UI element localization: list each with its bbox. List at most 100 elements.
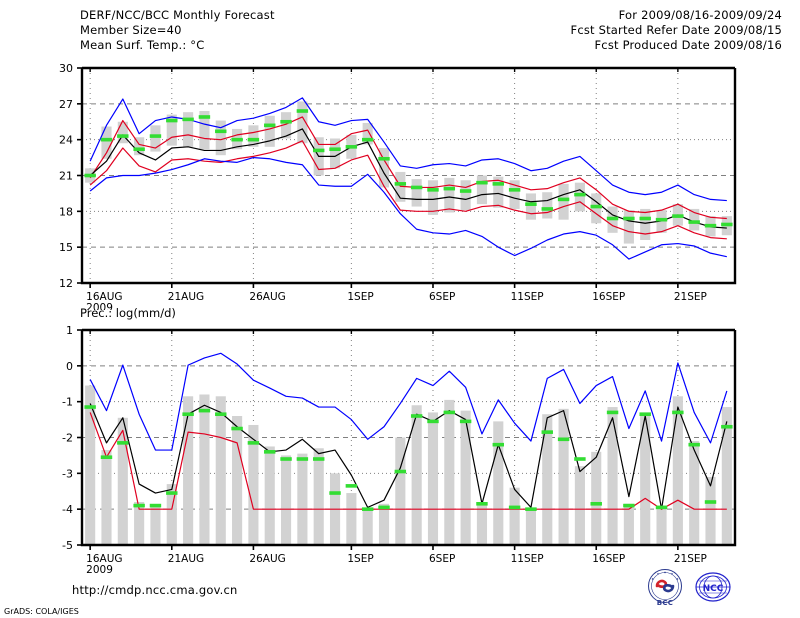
spread-bar — [689, 441, 700, 545]
x-tick-label: 6SEP — [429, 291, 455, 303]
observed-mark — [247, 441, 260, 445]
spread-bar — [166, 114, 177, 146]
spread-bar — [444, 177, 455, 213]
spread-bar — [346, 493, 357, 545]
observed-mark — [149, 503, 162, 508]
spread-bar — [248, 125, 259, 147]
observed-mark — [557, 437, 570, 442]
observed-mark — [166, 118, 178, 123]
y-tick-label: -5 — [62, 539, 73, 552]
observed-mark — [264, 450, 276, 454]
observed-mark — [84, 173, 96, 178]
spread-bar — [476, 502, 488, 545]
observed-mark — [394, 182, 407, 186]
spread-bar — [574, 466, 585, 545]
series-line-upper-quartile — [89, 116, 727, 220]
observed-mark — [459, 189, 472, 193]
observed-mark — [296, 109, 309, 113]
observed-mark — [361, 137, 374, 142]
spread-bar — [264, 115, 275, 147]
y-tick-label: 24 — [59, 134, 73, 147]
precipitation-chart-svg: -5 -4 -3 -2 -1 0 1 16AUG 21AUG 26AUG 1SEP 6SEP 11SEP… — [62, 324, 737, 576]
observed-mark — [280, 119, 292, 124]
forecast-produced-date-label: Fcst Produced Date 2009/08/16 — [594, 38, 782, 52]
observed-mark — [574, 457, 586, 461]
observed-mark — [427, 188, 439, 192]
observed-mark — [459, 419, 472, 424]
observed-mark — [623, 216, 635, 221]
spread-bar — [395, 437, 406, 545]
spread-bar — [476, 175, 488, 205]
y-tick-label: 12 — [59, 277, 73, 290]
spread-bar — [509, 180, 520, 209]
observed-mark — [476, 180, 488, 185]
forecast-start-date-label: Fcst Started Refer Date 2009/08/15 — [570, 23, 782, 37]
x-axis-year-label: 2009 — [86, 564, 113, 576]
y-tick-label: 27 — [59, 98, 73, 111]
observed-mark — [247, 137, 260, 142]
x-tick-label: 26AUG — [249, 291, 285, 303]
spread-bar — [460, 180, 471, 211]
x-tick-label: 21AUG — [168, 291, 204, 303]
observed-mark — [427, 419, 439, 424]
y-tick-label: 30 — [59, 62, 73, 75]
spread-bar — [232, 416, 243, 545]
spread-bar — [134, 137, 145, 156]
observed-mark — [721, 424, 733, 429]
y-tick-label: 0 — [66, 360, 73, 373]
spread-bar — [640, 412, 651, 545]
ncc-logo: NCC — [693, 568, 733, 608]
spread-bar — [460, 410, 471, 545]
observed-mark — [410, 414, 423, 418]
spread-bar — [623, 210, 634, 244]
x-tick-label: 11SEP — [511, 291, 544, 303]
observed-mark — [688, 442, 700, 447]
spread-bar — [640, 208, 651, 240]
spread-bar — [623, 503, 634, 545]
observed-mark — [443, 186, 456, 191]
variable-label: Mean Surf. Temp.: °C — [80, 38, 205, 52]
grads-credit: GrADS: COLA/IGES — [4, 607, 79, 616]
observed-mark — [182, 117, 194, 122]
observed-mark — [198, 115, 211, 119]
x-tick-label: 1SEP — [347, 553, 373, 565]
spread-bar — [150, 507, 161, 545]
observed-mark — [672, 214, 684, 218]
series-line-maximum — [89, 97, 727, 202]
spread-bar — [427, 180, 439, 215]
spread-bar — [215, 396, 226, 545]
spread-bar — [134, 502, 145, 545]
series-line-minimum — [89, 156, 727, 260]
observed-mark — [198, 408, 211, 413]
observed-mark — [704, 500, 717, 504]
x-tick-label: 16SEP — [592, 553, 625, 565]
observed-mark — [525, 507, 537, 511]
series-line-ensemble-mean — [89, 403, 728, 510]
observed-mark — [166, 491, 178, 495]
spread-bar — [215, 120, 226, 156]
y-tick-label: -1 — [62, 396, 73, 409]
x-tick-label: 16AUG — [86, 553, 122, 565]
spread-bar — [705, 476, 716, 545]
logo-group: BCC NCC — [645, 568, 760, 608]
header-right-block: For 2009/08/16-2009/09/24 Fcst Started R… — [571, 8, 783, 53]
observed-mark — [704, 223, 717, 228]
observed-mark — [117, 134, 129, 138]
observed-mark — [231, 137, 243, 142]
observed-mark — [280, 457, 292, 461]
observed-mark — [378, 505, 390, 510]
spread-bar — [378, 503, 390, 545]
observed-mark — [721, 222, 733, 227]
y-tick-label: 1 — [66, 324, 73, 337]
series-line-maximum — [89, 352, 728, 451]
x-tick-label: 11SEP — [511, 553, 544, 565]
bcc-logo: BCC — [645, 568, 685, 608]
spread-bar — [166, 484, 177, 545]
observed-mark — [639, 216, 651, 221]
website-url[interactable]: http://cmdp.ncc.cma.gov.cn — [72, 583, 238, 597]
observed-mark — [623, 503, 635, 508]
observed-mark — [492, 182, 505, 186]
observed-mark — [639, 412, 651, 417]
observed-mark — [492, 442, 505, 447]
spread-bar — [493, 176, 504, 208]
